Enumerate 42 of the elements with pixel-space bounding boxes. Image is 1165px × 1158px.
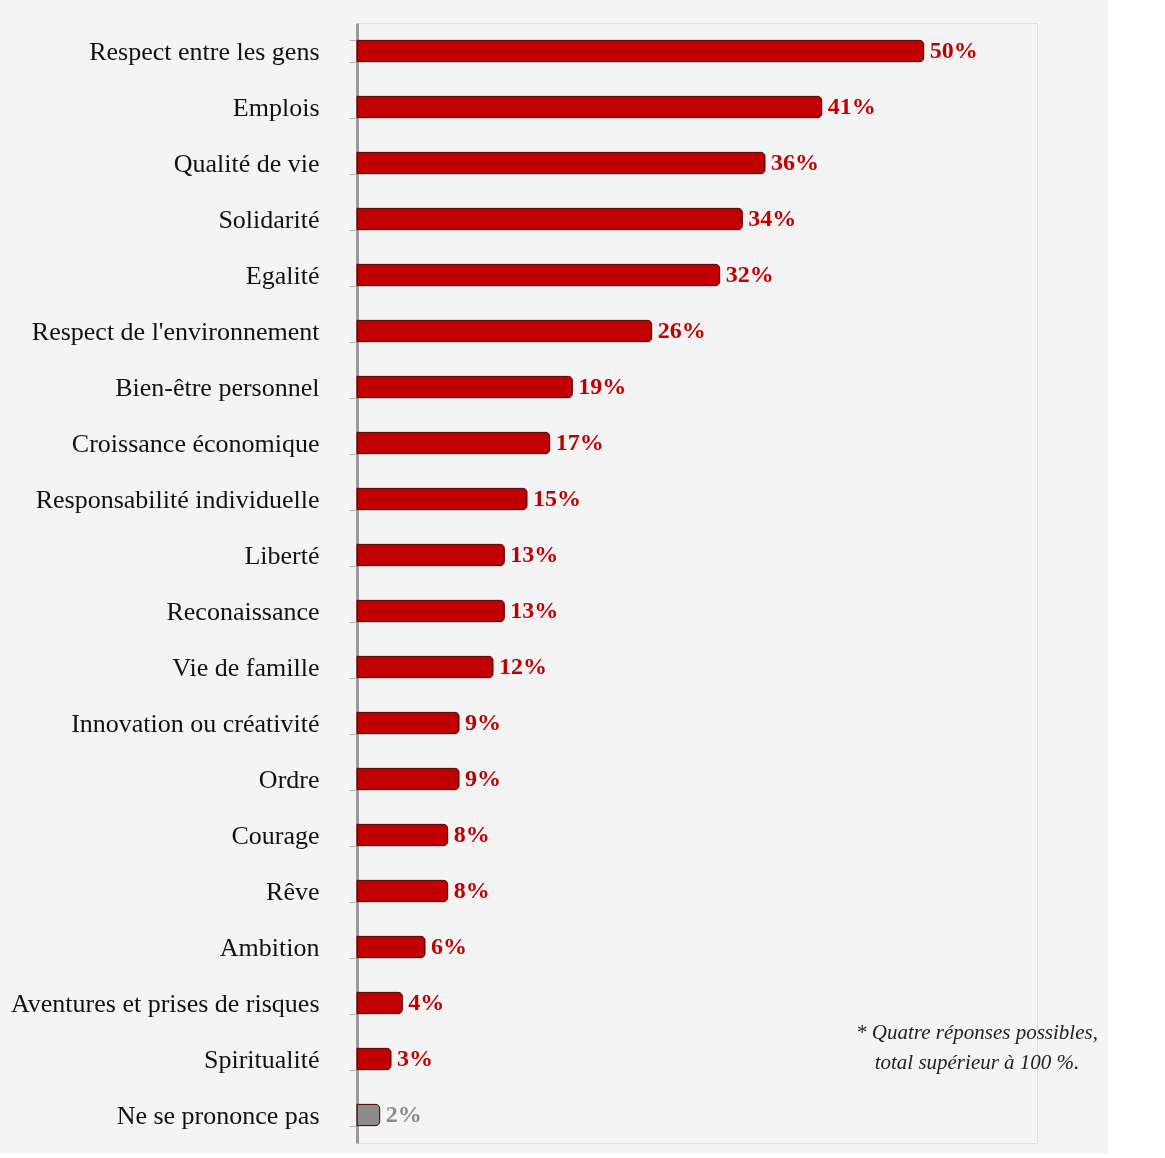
data-label: 9% bbox=[465, 709, 501, 735]
y-tick-label: Liberté bbox=[244, 540, 320, 570]
y-tick-label: Ne se prononce pas bbox=[116, 1100, 320, 1130]
data-label: 17% bbox=[555, 429, 604, 455]
data-label: 50% bbox=[929, 37, 978, 63]
y-tick-label: Ambition bbox=[219, 932, 320, 962]
y-tick-label: Bien-être personnel bbox=[115, 372, 320, 402]
y-tick-label: Solidarité bbox=[218, 204, 320, 234]
y-tick-label: Ordre bbox=[258, 764, 320, 794]
y-tick-label: Respect entre les gens bbox=[89, 36, 320, 66]
data-label: 6% bbox=[431, 933, 467, 959]
data-label: 34% bbox=[748, 205, 797, 231]
data-label: 19% bbox=[578, 373, 627, 399]
data-label: 3% bbox=[397, 1045, 433, 1071]
data-label: 12% bbox=[499, 653, 547, 679]
data-label: 15% bbox=[533, 485, 581, 511]
y-tick-label: Respect de l'environnement bbox=[31, 316, 321, 346]
data-label: 13% bbox=[510, 597, 559, 623]
data-label: 36% bbox=[771, 149, 819, 175]
data-label: 4% bbox=[408, 989, 445, 1015]
data-label: 8% bbox=[453, 877, 490, 903]
y-tick-label: Rêve bbox=[266, 876, 320, 906]
data-label: 2% bbox=[385, 1101, 422, 1127]
y-tick-label: Spiritualité bbox=[203, 1044, 320, 1074]
y-tick-label: Responsabilité individuelle bbox=[35, 484, 320, 514]
y-tick-label: Vie de famille bbox=[172, 652, 320, 682]
data-label: 9% bbox=[465, 765, 501, 791]
y-tick-label: Emplois bbox=[232, 92, 320, 122]
y-tick-label: Reconaissance bbox=[166, 596, 320, 626]
y-tick-label: Egalité bbox=[245, 260, 320, 290]
data-label: 26% bbox=[657, 317, 706, 343]
data-label: 8% bbox=[453, 821, 490, 847]
y-tick-label: Aventures et prises de risques bbox=[10, 988, 320, 1018]
y-tick-label: Innovation ou créativité bbox=[71, 708, 320, 738]
y-tick-label: Qualité de vie bbox=[173, 148, 320, 178]
annotation: total supérieur à 100 %. bbox=[874, 1050, 1080, 1074]
data-label: 41% bbox=[827, 93, 876, 119]
y-tick-label: Croissance économique bbox=[71, 428, 320, 458]
annotation: * Quatre réponses possibles, bbox=[856, 1020, 1098, 1044]
data-label: 13% bbox=[510, 541, 559, 567]
data-label: 32% bbox=[725, 261, 774, 287]
y-tick-label: Courage bbox=[231, 820, 320, 850]
